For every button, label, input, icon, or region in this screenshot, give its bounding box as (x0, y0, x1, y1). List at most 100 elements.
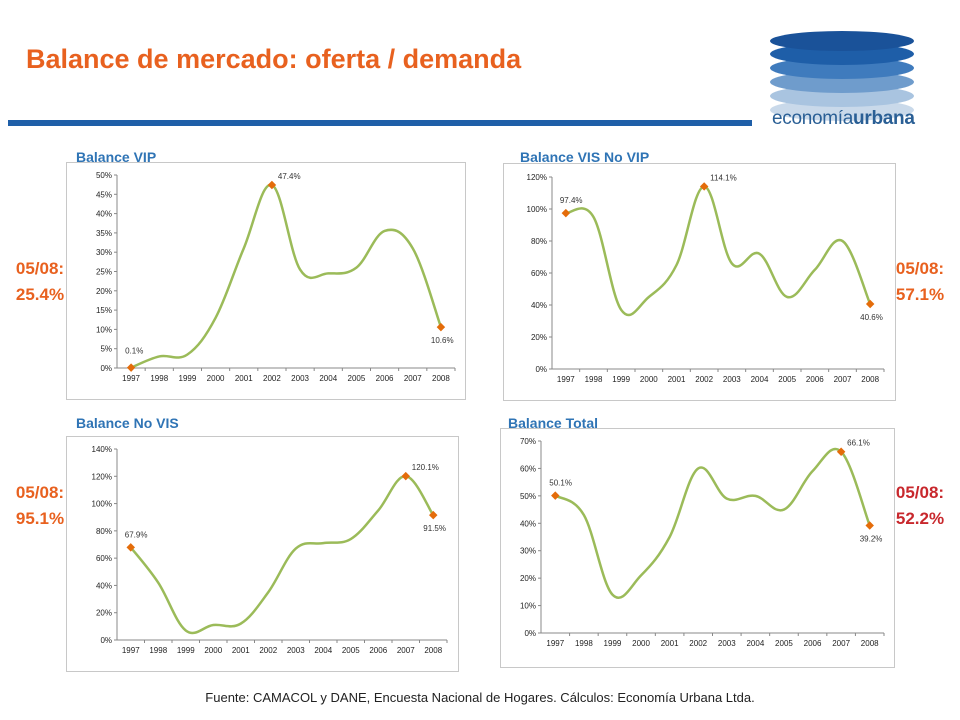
side-note-value: 52.2% (895, 509, 945, 528)
x-tick-label: 1997 (122, 374, 140, 383)
y-tick-label: 60% (96, 554, 112, 563)
chart-title-total: Balance Total (508, 415, 598, 431)
x-tick-label: 2000 (640, 375, 658, 384)
source-footnote: Fuente: CAMACOL y DANE, Encuesta Naciona… (205, 690, 755, 705)
series-line (565, 185, 872, 317)
y-tick-label: 50% (96, 171, 112, 180)
y-tick-label: 25% (96, 268, 112, 277)
x-tick-label: 2008 (861, 375, 879, 384)
x-tick-label: 2007 (397, 646, 415, 655)
y-tick-label: 100% (92, 500, 112, 509)
logo-wordmark: economíaurbana (772, 108, 915, 129)
x-tick-label: 2006 (369, 646, 387, 655)
y-tick-label: 120% (92, 472, 112, 481)
side-note-value: 25.4% (15, 285, 65, 304)
y-tick-label: 60% (520, 464, 536, 473)
data-label: 40.6% (860, 313, 883, 322)
x-tick-label: 2002 (259, 646, 277, 655)
side-note-value: 57.1% (895, 285, 945, 304)
x-tick-label: 1998 (150, 374, 168, 383)
x-tick-label: 2008 (432, 374, 450, 383)
data-label: 120.1% (412, 463, 439, 472)
data-label: 50.1% (549, 479, 572, 488)
side-note-date: 05/08: (15, 483, 65, 502)
y-tick-label: 120% (527, 173, 547, 182)
x-tick-label: 2007 (404, 374, 422, 383)
chart-title-vip: Balance VIP (76, 149, 157, 165)
chart-vip: 0% 5% 10% 15% 20% 25% 30% 35% 40% 45% 50% 1997 1998 1… (66, 162, 466, 400)
y-tick-label: 5% (100, 345, 112, 354)
x-tick-label: 2001 (235, 374, 253, 383)
x-tick-label: 2002 (695, 375, 713, 384)
data-point-marker (126, 363, 136, 372)
y-tick-label: 80% (531, 237, 547, 246)
y-tick-label: 20% (531, 333, 547, 342)
side-note-vis: 05/08: 57.1% (880, 256, 960, 308)
y-tick-label: 60% (531, 269, 547, 278)
x-tick-label: 1999 (612, 375, 630, 384)
data-label: 66.1% (847, 439, 870, 448)
y-tick-label: 70% (520, 437, 536, 446)
side-note-date: 05/08: (895, 483, 945, 502)
y-tick-label: 0% (524, 629, 536, 638)
x-tick-label: 2006 (376, 374, 394, 383)
x-tick-label: 1997 (546, 639, 564, 648)
x-tick-label: 2004 (314, 646, 332, 655)
x-tick-label: 1998 (575, 639, 593, 648)
chart-total: 0% 10% 20% 30% 40% 50% 60% 70% 1997 1998 1999 2000 2… (500, 428, 895, 668)
data-label: 47.4% (278, 172, 301, 181)
y-tick-label: 40% (96, 581, 112, 590)
data-label: 114.1% (710, 173, 737, 182)
chart-title-novis: Balance No VIS (76, 415, 179, 431)
side-note-vip: 05/08: 25.4% (0, 256, 80, 308)
y-tick-label: 30% (96, 248, 112, 257)
x-tick-label: 1999 (177, 646, 195, 655)
data-label: 67.9% (125, 530, 148, 539)
title-divider (8, 120, 752, 126)
x-tick-label: 2008 (861, 639, 879, 648)
data-point-marker (401, 471, 410, 481)
x-tick-label: 1998 (585, 375, 603, 384)
x-tick-label: 2005 (342, 646, 360, 655)
y-tick-label: 20% (96, 287, 112, 296)
side-note-date: 05/08: (15, 259, 65, 278)
x-tick-label: 1999 (179, 374, 197, 383)
economia-urbana-logo (770, 31, 914, 121)
series-line (130, 183, 443, 369)
x-tick-label: 1998 (149, 646, 167, 655)
data-point-marker (436, 322, 446, 332)
y-tick-label: 45% (96, 190, 112, 199)
y-tick-label: 35% (96, 229, 112, 238)
y-tick-label: 80% (96, 527, 112, 536)
x-tick-label: 2001 (232, 646, 250, 655)
x-tick-label: 2001 (668, 375, 686, 384)
data-label: 0.1% (125, 347, 143, 356)
x-tick-label: 2008 (424, 646, 442, 655)
data-label: 39.2% (860, 534, 883, 543)
data-point-marker (865, 521, 874, 530)
x-tick-label: 2003 (291, 374, 309, 383)
x-tick-label: 2007 (832, 639, 850, 648)
chart-vis-no-vip: 0% 20% 40% 60% 80% 100% 120% 1997 1998 1999 2000 20… (503, 163, 896, 401)
y-tick-label: 20% (520, 574, 536, 583)
data-label: 10.6% (431, 336, 454, 345)
y-tick-label: 40% (96, 210, 112, 219)
data-label: 97.4% (560, 196, 583, 205)
series-line (554, 447, 871, 599)
x-tick-label: 1997 (122, 646, 140, 655)
y-tick-label: 20% (96, 609, 112, 618)
x-tick-label: 2003 (287, 646, 305, 655)
x-tick-label: 2005 (778, 375, 796, 384)
x-tick-label: 2003 (723, 375, 741, 384)
y-tick-label: 10% (520, 602, 536, 611)
y-tick-label: 0% (535, 365, 547, 374)
series-line (129, 474, 435, 635)
side-note-total: 05/08: 52.2% (880, 480, 960, 532)
x-tick-label: 2002 (263, 374, 281, 383)
y-tick-label: 0% (100, 636, 112, 645)
y-tick-label: 140% (92, 445, 112, 454)
x-tick-label: 2005 (775, 639, 793, 648)
side-note-novis: 05/08: 95.1% (0, 480, 80, 532)
x-tick-label: 2000 (204, 646, 222, 655)
y-tick-label: 10% (96, 325, 112, 334)
